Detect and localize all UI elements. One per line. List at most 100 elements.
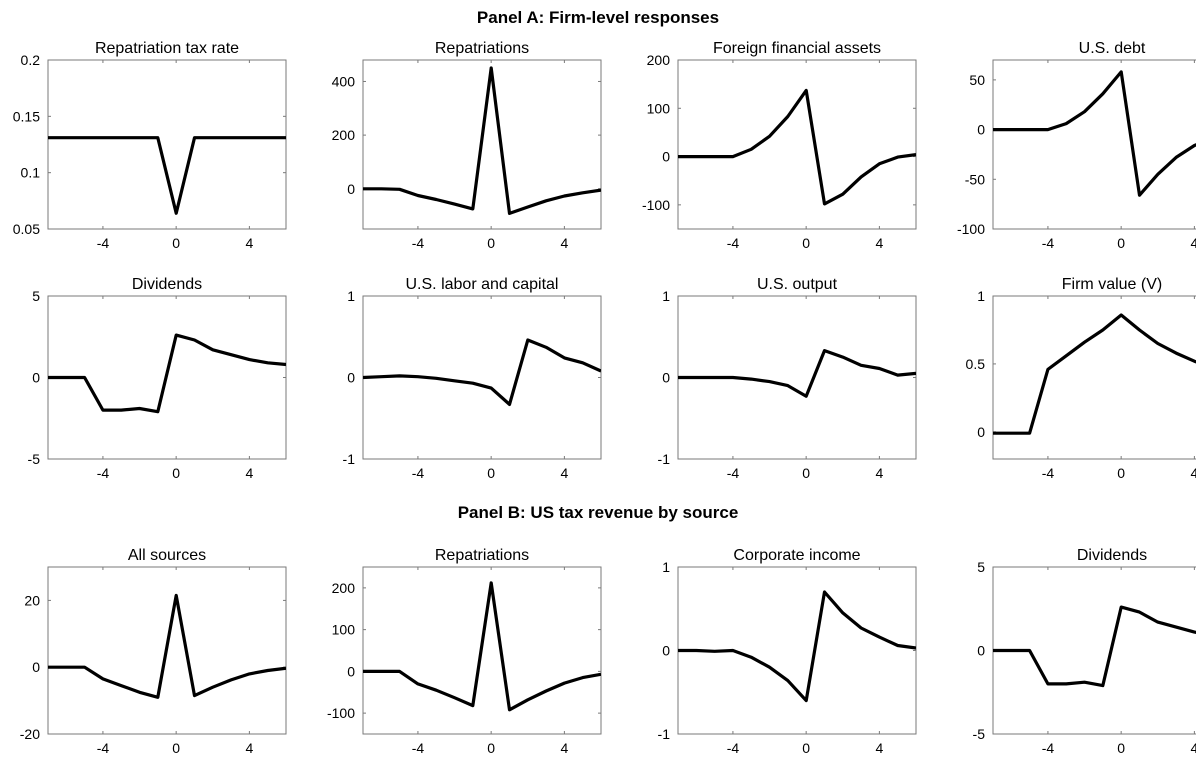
series-line [48,136,286,215]
subplot: Repatriations -4 0 4 0 200 400 [332,40,602,251]
series-line [363,338,601,406]
y-tick-label: 0 [347,370,355,386]
subplot-title: Repatriations [435,40,529,57]
subplot-title: All sources [128,547,206,564]
y-tick-label: -100 [957,221,985,237]
y-tick-label: 20 [24,592,40,608]
x-tick-label: -4 [97,235,110,251]
subplot: U.S. labor and capital -4 0 4 -1 0 1 [343,276,602,481]
y-tick-label: 200 [332,127,356,143]
x-tick-label: 0 [487,465,495,481]
x-tick-label: 4 [1190,465,1196,481]
x-tick-label: 4 [875,740,883,756]
x-tick-label: 0 [1117,235,1125,251]
y-tick-label: 0 [662,643,670,659]
y-tick-label: 0.5 [966,356,986,372]
x-tick-label: 4 [560,740,568,756]
subplot-title: Foreign financial assets [713,40,881,57]
subplot-grid: Repatriation tax rate-4 0 40.050.10.150.2R… [13,40,1196,756]
axes-box [47,59,287,230]
x-tick-label: 4 [875,465,883,481]
y-tick-label: 0 [32,370,40,386]
x-tick-label: -4 [1042,235,1055,251]
x-tick-label: -4 [97,465,110,481]
x-tick-label: -4 [727,235,740,251]
subplot-title: Repatriation tax rate [95,40,239,57]
y-tick-label: 0.1 [21,165,41,181]
x-tick-label: 0 [487,740,495,756]
subplot: U.S. debt -4 0 4 -100 -50 0 50 [957,40,1196,251]
subplot-title: Repatriations [435,547,529,564]
y-tick-label: 200 [647,52,671,68]
subplot-title: U.S. debt [1079,40,1146,57]
y-tick-label: 0 [662,149,670,165]
x-tick-label: 4 [245,465,253,481]
y-tick-label: 1 [662,559,670,575]
y-tick-label: 400 [332,73,356,89]
x-tick-label: -4 [412,465,425,481]
y-tick-label: -5 [28,451,41,467]
subplot-title: Corporate income [733,547,860,564]
y-tick-label: -100 [642,197,670,213]
x-tick-label: 4 [245,740,253,756]
axes-box [992,59,1196,230]
x-tick-label: 0 [172,235,180,251]
subplot-title: U.S. labor and capital [406,276,559,293]
series-line [993,70,1196,197]
subplot: All sources -4 0 4 -20 0 20 [20,547,287,756]
y-tick-label: 100 [332,622,356,638]
y-tick-label: 0.05 [13,221,40,237]
panel-a-title: Panel A: Firm-level responses [477,8,719,27]
x-tick-label: 0 [1117,465,1125,481]
x-tick-label: 0 [802,235,810,251]
series-line [48,593,286,699]
subplot: U.S. output -4 0 4 -1 0 1 [658,276,917,481]
subplot: Corporate income -4 0 4 -1 0 1 [658,547,917,756]
y-tick-label: 200 [332,580,356,596]
series-line [993,605,1196,688]
subplot: Repatriation tax rate -4 0 4 0.05 0.1 0.15 0.2 [13,40,287,251]
x-tick-label: 4 [1190,740,1196,756]
y-tick-label: 0 [347,181,355,197]
y-tick-label: -1 [658,726,671,742]
y-tick-label: 5 [32,288,40,304]
series-line [678,590,916,703]
y-tick-label: 1 [662,288,670,304]
subplot-title: Dividends [132,276,202,293]
x-tick-label: 0 [1117,740,1125,756]
series-line [363,581,601,712]
axes-box [992,295,1196,460]
x-tick-label: 0 [487,235,495,251]
x-tick-label: 0 [172,740,180,756]
axes-box [47,566,287,735]
y-tick-label: 0 [32,659,40,675]
subplot: Firm value (V) -4 0 4 0 0.5 1 [966,276,1196,481]
x-tick-label: 4 [560,235,568,251]
y-tick-label: 100 [647,100,671,116]
y-tick-label: -100 [327,705,355,721]
subplot: Repatriations -4 0 4 -100 0 100 200 [327,547,602,756]
x-tick-label: -4 [727,740,740,756]
series-line [678,349,916,398]
subplot: Dividends -4 0 4 -5 0 5 [28,276,287,481]
subplot: Foreign financial assets -4 0 4 -100 0 100 200 [642,40,917,251]
x-tick-label: 0 [172,465,180,481]
series-line [678,88,916,206]
series-line [48,333,286,414]
subplot: Dividends -4 0 4 -5 0 5 [973,547,1196,756]
subplot-title: U.S. output [757,276,838,293]
y-tick-label: 1 [347,288,355,304]
y-tick-label: -20 [20,726,40,742]
x-tick-label: 4 [560,465,568,481]
y-tick-label: -50 [965,171,985,187]
y-tick-label: -5 [973,726,986,742]
series-line [363,66,601,215]
panel-b-title: Panel B: US tax revenue by source [458,503,739,522]
y-tick-label: 1 [977,288,985,304]
y-tick-label: 50 [969,72,985,88]
x-tick-label: -4 [1042,465,1055,481]
x-tick-label: -4 [97,740,110,756]
axes-box [677,59,917,230]
x-tick-label: 4 [245,235,253,251]
